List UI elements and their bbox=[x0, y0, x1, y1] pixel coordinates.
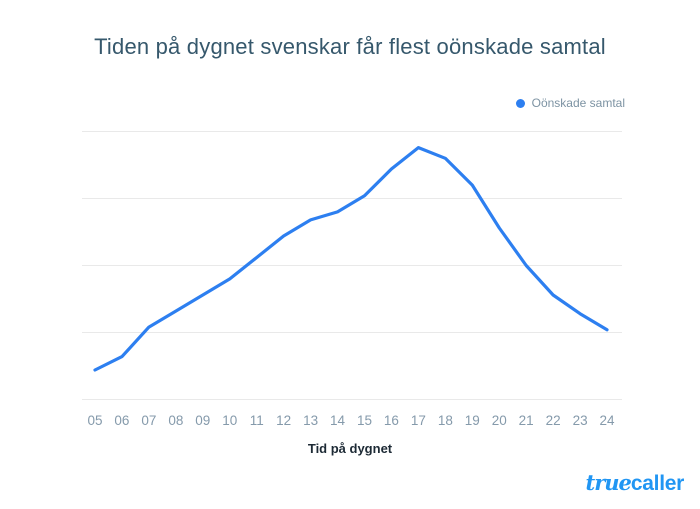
series-line-oonskade-samtal bbox=[93, 146, 609, 372]
x-tick-label: 07 bbox=[141, 413, 156, 428]
x-tick-label: 19 bbox=[465, 413, 480, 428]
legend-dot-icon bbox=[515, 98, 525, 108]
x-tick-label: 08 bbox=[168, 413, 183, 428]
x-axis-title: Tid på dygnet bbox=[307, 441, 393, 456]
x-tick-label: 22 bbox=[546, 413, 561, 428]
gridlines bbox=[82, 131, 622, 400]
x-axis-tick-labels: 05 06 07 08 09 10 11 12 13 14 15 16 17 18 19 20 21 22 23 24 bbox=[87, 413, 615, 428]
x-tick-label: 10 bbox=[222, 413, 237, 428]
x-tick-label: 24 bbox=[600, 413, 616, 428]
x-tick-label: 21 bbox=[519, 413, 534, 428]
x-tick-label: 11 bbox=[250, 413, 264, 428]
x-tick-label: 12 bbox=[276, 413, 291, 428]
x-tick-label: 15 bbox=[357, 413, 372, 428]
x-tick-label: 16 bbox=[384, 413, 399, 428]
legend-item-oonskade-samtal[interactable]: Oönskade samtal bbox=[515, 96, 625, 110]
x-tick-label: 23 bbox=[573, 413, 588, 428]
truecaller-logo-caller: caller bbox=[630, 472, 684, 495]
x-tick-label: 13 bbox=[303, 413, 318, 428]
x-tick-label: 05 bbox=[87, 413, 102, 428]
truecaller-logo-true: true bbox=[585, 470, 632, 495]
x-tick-label: 06 bbox=[114, 413, 129, 428]
truecaller-logo: truecaller bbox=[586, 470, 685, 496]
chart-title: Tiden på dygnet svenskar får flest oönsk… bbox=[94, 34, 606, 59]
x-tick-label: 20 bbox=[492, 413, 507, 428]
x-tick-label: 09 bbox=[195, 413, 210, 428]
x-tick-label: 18 bbox=[438, 413, 453, 428]
x-tick-label: 14 bbox=[330, 413, 346, 428]
legend-label: Oönskade samtal bbox=[531, 96, 625, 110]
x-tick-label: 17 bbox=[411, 413, 426, 428]
